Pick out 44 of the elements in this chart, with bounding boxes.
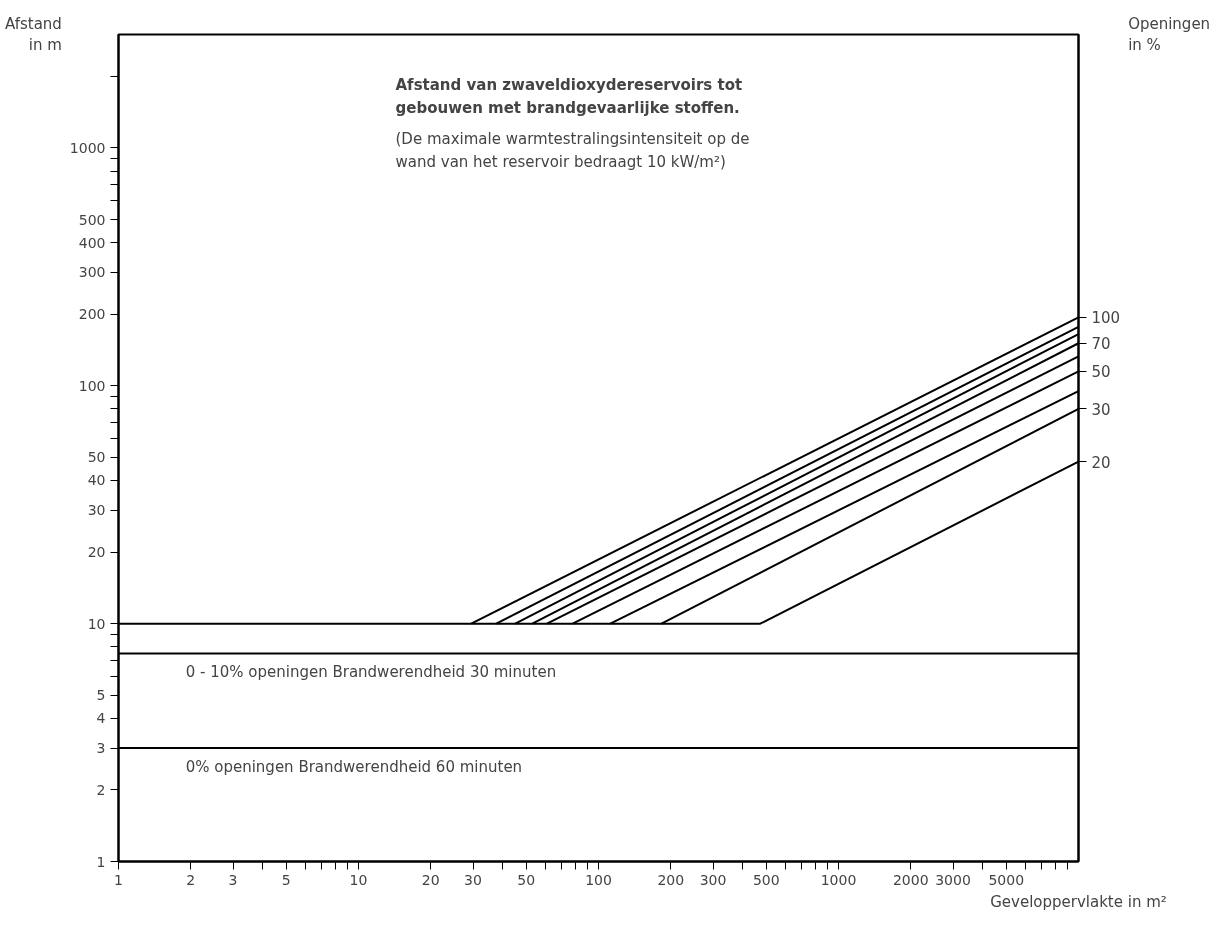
legend-label: 100	[1091, 309, 1121, 328]
y-tick-label: 400	[78, 234, 106, 251]
legend-label: 20	[1091, 453, 1111, 472]
text: Afstand van zwaveldioxydereservoirs tot gebouwen met brandgevaarlijke stoffen.	[395, 75, 743, 117]
x-axis-title: Geveloppervlakte in m²	[990, 892, 1167, 911]
y-tick-label: 40	[87, 472, 106, 489]
x-tick-label: 200	[657, 871, 685, 888]
x-tick-label: 3000	[935, 871, 971, 888]
x-tick-label: 500	[752, 871, 780, 888]
y-tick-label: 4	[96, 710, 106, 727]
ref-line-label: 0% openingen Brandwerendheid 60 minuten	[185, 758, 523, 777]
x-tick-label: 10	[349, 871, 368, 888]
legend-label: 50	[1091, 363, 1111, 382]
x-tick-label: 1000	[820, 871, 857, 888]
x-tick-label: 20	[421, 871, 440, 888]
legend-title: Openingen in %	[1128, 14, 1211, 55]
y-tick-label: 1	[96, 853, 106, 870]
y-tick-label: 50	[87, 449, 106, 466]
x-tick-label: 30	[464, 871, 482, 888]
x-tick-label: 2000	[892, 871, 929, 888]
y-tick-label: 500	[78, 211, 106, 228]
x-tick-label: 1	[114, 871, 123, 888]
y-tick-label: 20	[87, 544, 106, 561]
x-tick-label: 50	[517, 871, 536, 888]
y-tick-label: 10	[87, 615, 106, 632]
y-tick-label: 3	[96, 740, 106, 757]
y-tick-label: 300	[78, 264, 106, 281]
x-tick-label: 2	[186, 871, 196, 888]
legend-label: 30	[1091, 400, 1111, 419]
x-tick-label: 3	[228, 871, 238, 888]
y-tick-label: 200	[78, 306, 106, 323]
x-tick-label: 5000	[988, 871, 1025, 888]
x-tick-label: 100	[585, 871, 612, 888]
y-axis-title: Afstand in m	[4, 14, 62, 55]
y-tick-label: 1000	[69, 139, 106, 156]
y-tick-label: 30	[87, 502, 106, 519]
y-tick-label: 100	[78, 377, 106, 394]
y-tick-label: 2	[96, 781, 106, 798]
x-tick-label: 300	[699, 871, 727, 888]
ref-line-label: 0 - 10% openingen Brandwerendheid 30 minuten	[185, 663, 557, 682]
legend-label: 70	[1091, 335, 1111, 354]
x-tick-label: 5	[281, 871, 291, 888]
y-tick-label: 5	[96, 687, 106, 704]
text: (De maximale warmtestralingsintensiteit op de wand van het reservoir bedraagt 10 kW/m²)	[395, 129, 750, 171]
